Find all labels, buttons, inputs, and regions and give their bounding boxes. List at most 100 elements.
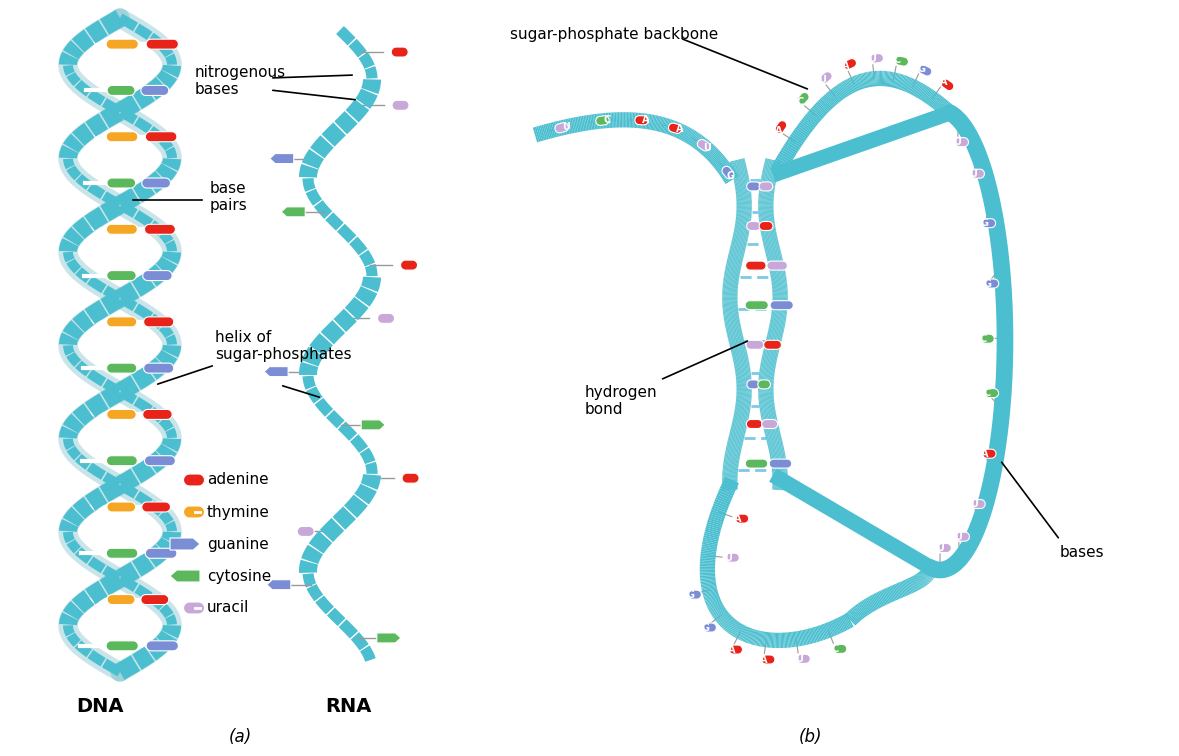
Polygon shape <box>797 92 809 105</box>
Polygon shape <box>697 140 710 151</box>
Polygon shape <box>745 459 768 468</box>
Text: A: A <box>760 655 768 665</box>
Text: G: G <box>983 278 992 289</box>
Polygon shape <box>769 459 792 468</box>
Text: A: A <box>981 449 988 459</box>
Polygon shape <box>758 380 770 389</box>
Polygon shape <box>971 169 984 178</box>
Polygon shape <box>145 225 176 234</box>
Polygon shape <box>146 641 178 651</box>
Polygon shape <box>145 548 177 558</box>
Polygon shape <box>143 410 172 420</box>
Text: A: A <box>643 116 650 125</box>
Polygon shape <box>361 420 386 430</box>
Polygon shape <box>746 222 760 231</box>
Text: sugar-phosphate backbone: sugar-phosphate backbone <box>511 27 718 42</box>
Polygon shape <box>762 420 778 429</box>
Text: U: U <box>562 122 569 132</box>
Polygon shape <box>986 279 999 288</box>
Polygon shape <box>982 218 995 228</box>
Polygon shape <box>595 116 610 125</box>
Polygon shape <box>270 153 294 163</box>
Polygon shape <box>726 553 739 562</box>
Text: thymine: thymine <box>208 504 270 519</box>
Polygon shape <box>986 389 999 398</box>
Polygon shape <box>555 122 568 133</box>
Polygon shape <box>956 532 969 541</box>
Polygon shape <box>981 334 994 343</box>
Polygon shape <box>722 166 733 178</box>
Polygon shape <box>918 65 931 76</box>
Text: C: C <box>983 388 990 398</box>
Text: A: A <box>775 125 782 136</box>
Polygon shape <box>745 301 769 310</box>
Polygon shape <box>745 261 766 270</box>
Polygon shape <box>140 85 169 95</box>
Polygon shape <box>634 116 648 125</box>
Polygon shape <box>746 182 760 191</box>
Polygon shape <box>402 473 419 483</box>
Text: U: U <box>795 654 803 664</box>
Text: bases: bases <box>1060 545 1105 560</box>
Text: G: G <box>702 622 709 633</box>
Polygon shape <box>106 39 138 49</box>
Text: base
pairs: base pairs <box>210 181 248 213</box>
Polygon shape <box>703 623 717 632</box>
Polygon shape <box>106 317 137 327</box>
Polygon shape <box>762 655 775 664</box>
Polygon shape <box>106 225 137 234</box>
Text: U: U <box>818 76 826 85</box>
Polygon shape <box>106 641 138 651</box>
Polygon shape <box>107 502 136 512</box>
Text: guanine: guanine <box>208 537 269 551</box>
Text: U: U <box>954 137 961 147</box>
Polygon shape <box>770 301 793 310</box>
Polygon shape <box>140 594 169 605</box>
Text: helix of
sugar-phosphates: helix of sugar-phosphates <box>215 330 351 362</box>
Text: C: C <box>797 97 804 107</box>
Polygon shape <box>106 132 138 141</box>
Polygon shape <box>145 456 176 466</box>
Polygon shape <box>393 101 409 110</box>
Text: hydrogen
bond: hydrogen bond <box>585 385 658 417</box>
Polygon shape <box>729 645 743 654</box>
Polygon shape <box>377 314 395 324</box>
Polygon shape <box>145 132 177 141</box>
Polygon shape <box>107 178 136 188</box>
Polygon shape <box>144 363 173 373</box>
Polygon shape <box>141 502 171 512</box>
Polygon shape <box>377 633 401 643</box>
Polygon shape <box>746 340 764 349</box>
Polygon shape <box>819 72 832 84</box>
Polygon shape <box>107 271 137 280</box>
Polygon shape <box>955 138 968 147</box>
Polygon shape <box>797 655 810 663</box>
Polygon shape <box>297 526 314 537</box>
Text: C: C <box>832 644 839 654</box>
Text: (a): (a) <box>229 728 251 746</box>
Polygon shape <box>746 420 763 429</box>
Polygon shape <box>687 590 702 599</box>
Polygon shape <box>391 47 408 57</box>
Text: adenine: adenine <box>208 472 269 488</box>
Text: C: C <box>980 333 987 344</box>
Polygon shape <box>937 544 951 553</box>
Polygon shape <box>668 123 681 133</box>
Polygon shape <box>759 182 772 191</box>
Text: U: U <box>970 499 977 509</box>
Text: A: A <box>733 513 742 524</box>
Text: (b): (b) <box>798 728 822 746</box>
Polygon shape <box>143 271 172 280</box>
Text: G: G <box>917 64 926 73</box>
Text: cytosine: cytosine <box>208 569 271 584</box>
Text: U: U <box>936 543 944 553</box>
Polygon shape <box>895 56 909 66</box>
Polygon shape <box>184 602 204 614</box>
Text: DNA: DNA <box>77 697 124 716</box>
Polygon shape <box>843 59 856 70</box>
Text: U: U <box>704 143 711 153</box>
Text: G: G <box>726 171 735 181</box>
Text: U: U <box>954 531 962 541</box>
Polygon shape <box>107 85 136 95</box>
Polygon shape <box>834 644 847 653</box>
